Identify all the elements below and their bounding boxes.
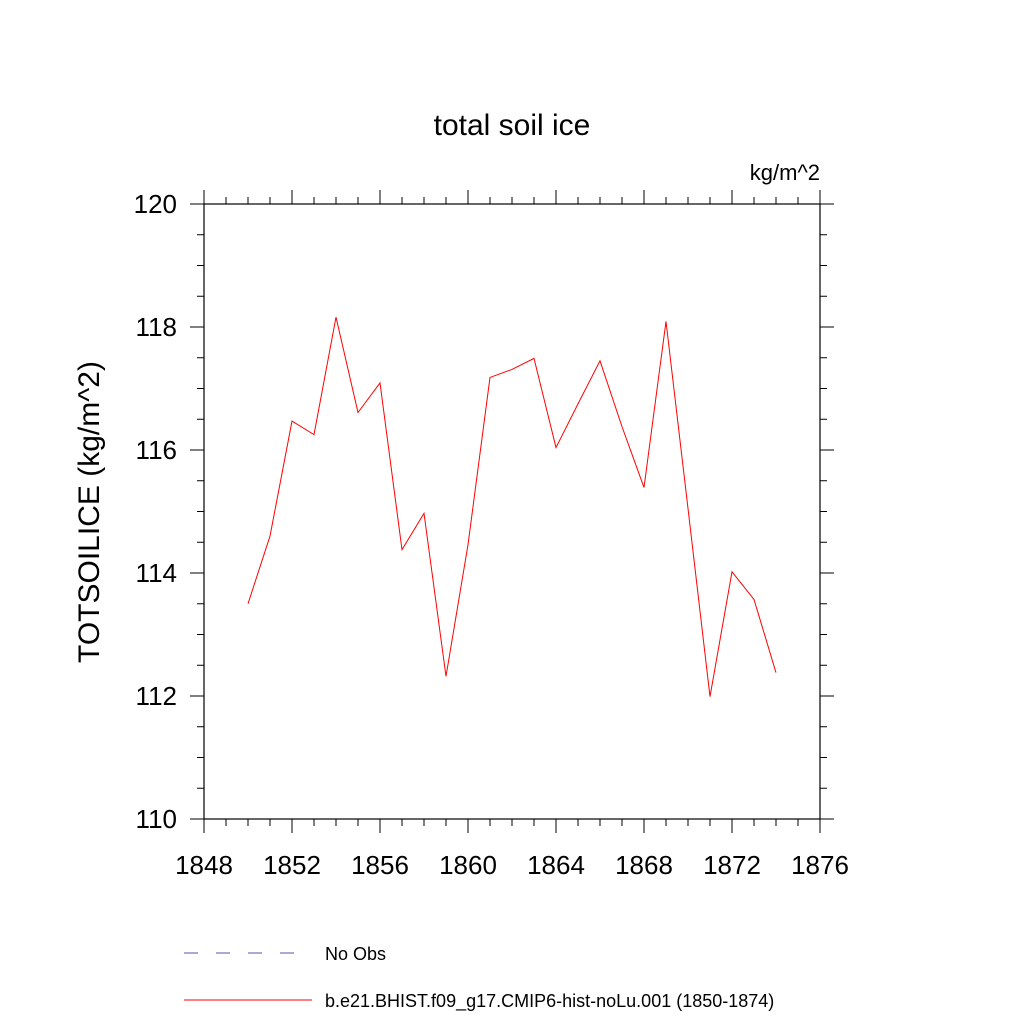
x-tick-label: 1872 (703, 850, 761, 880)
units-label: kg/m^2 (750, 160, 820, 185)
x-tick-label: 1868 (615, 850, 673, 880)
plot-frame (203, 203, 821, 820)
y-tick-label: 118 (136, 312, 177, 342)
legend-label: b.e21.BHIST.f09_g17.CMIP6-hist-noLu.001 … (325, 991, 774, 1012)
x-tick-label: 1848 (175, 850, 233, 880)
y-tick-label: 116 (136, 435, 177, 465)
series-line (247, 317, 777, 697)
y-tick-label: 110 (136, 804, 177, 834)
y-axis-label: TOTSOILICE (kg/m^2) (73, 361, 106, 663)
axes (203, 203, 821, 820)
y-tick-label: 112 (136, 681, 177, 711)
series-layer (247, 317, 777, 697)
x-tick-label: 1864 (527, 850, 585, 880)
chart-title: total soil ice (434, 109, 591, 142)
x-tick-label: 1876 (791, 850, 849, 880)
legend: No Obs b.e21.BHIST.f09_g17.CMIP6-hist-noL… (184, 944, 774, 1012)
tick-labels: 1848 1852 1856 1860 1864 1868 1872 1876 110 112 11… (134, 189, 849, 880)
ticks (190, 190, 834, 833)
legend-label: No Obs (325, 944, 386, 964)
x-tick-label: 1856 (351, 850, 409, 880)
x-tick-label: 1860 (439, 850, 497, 880)
y-tick-label: 120 (134, 189, 177, 219)
x-tick-label: 1852 (263, 850, 321, 880)
y-tick-label: 114 (136, 558, 177, 588)
